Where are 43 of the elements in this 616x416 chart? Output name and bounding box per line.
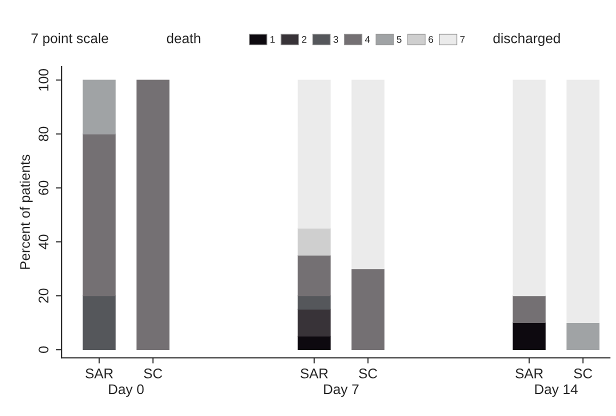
bar — [298, 295, 331, 310]
bar — [351, 80, 384, 270]
bar — [351, 268, 384, 350]
legend-label: 1 — [270, 36, 275, 43]
x-tick-label: SAR — [300, 368, 328, 378]
bar — [512, 295, 546, 324]
bar — [512, 322, 546, 350]
bar — [298, 254, 331, 296]
text: death — [166, 33, 200, 44]
x-tick-label: SC — [358, 368, 378, 378]
x-tick-label: SAR — [86, 368, 113, 378]
y-tick-label: 80 — [38, 126, 48, 142]
text: Day 0 — [109, 384, 144, 397]
bar — [298, 308, 331, 337]
bar — [566, 80, 600, 324]
legend-label: 6 — [428, 36, 434, 43]
bar — [298, 80, 331, 229]
x-tick-label: SC — [144, 368, 162, 378]
text: Day 7 — [324, 384, 359, 397]
y-tick-label: 20 — [38, 288, 48, 303]
legend-label: 4 — [365, 36, 370, 43]
legend-label: 5 — [396, 36, 402, 43]
y-tick-label: 0 — [38, 346, 48, 353]
bar — [512, 80, 546, 296]
x-tick-label: SAR — [516, 368, 543, 378]
legend-label: 3 — [334, 36, 338, 43]
bar — [298, 336, 331, 350]
bar — [136, 80, 170, 350]
legend-label: 7 — [460, 36, 465, 43]
y-axis-title: Percent of patients — [20, 154, 33, 269]
x-tick-label: SC — [574, 368, 592, 378]
legend-title: 7 point scale — [32, 33, 108, 46]
y-tick-label: 60 — [38, 180, 48, 195]
text: Day 14 — [535, 384, 578, 397]
bar — [566, 322, 600, 350]
y-tick-label: 40 — [38, 234, 48, 250]
bar — [82, 295, 116, 350]
bar — [298, 228, 331, 256]
bar — [82, 134, 116, 296]
bar — [82, 80, 116, 134]
text: discharged — [493, 33, 560, 46]
y-tick-label: 100 — [38, 68, 48, 91]
legend-label: 2 — [302, 36, 306, 43]
